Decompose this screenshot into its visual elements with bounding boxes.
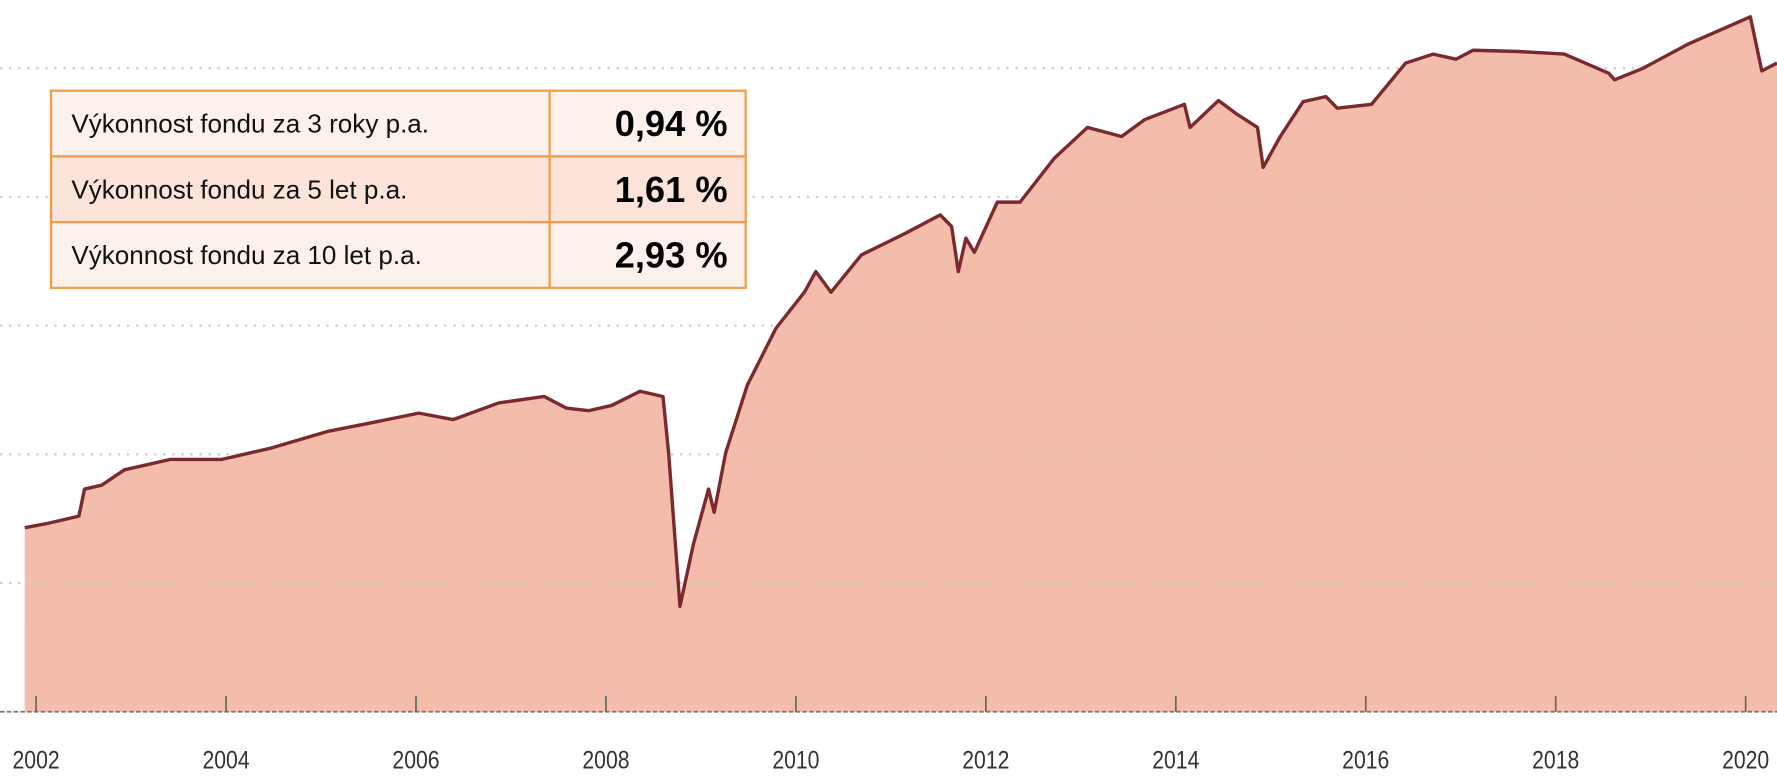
x-tick-label: 2012: [962, 746, 1009, 773]
table-value: 2,93 %: [615, 235, 728, 276]
table-row: [49, 221, 747, 290]
performance-table: Výkonnost fondu za 3 roky p.a. 0,94 % Výko…: [49, 89, 747, 290]
x-tick-label: 2006: [392, 746, 439, 773]
x-tick-label: 2018: [1532, 746, 1579, 773]
x-tick-label: 2002: [13, 746, 60, 773]
table-label: Výkonnost fondu za 3 roky p.a.: [71, 109, 429, 139]
line: [24, 15, 1777, 608]
table-label: Výkonnost fondu za 5 let p.a.: [71, 174, 407, 204]
table-row: [49, 155, 747, 224]
x-tick-label: 2008: [582, 746, 629, 773]
x-tick-label: 2020: [1722, 746, 1769, 773]
x-tick-label: 2014: [1152, 746, 1199, 773]
table-row: [49, 89, 747, 158]
x-tick-label: 2010: [772, 746, 819, 773]
area: [24, 16, 1777, 712]
x-tick-label: 2016: [1342, 746, 1389, 773]
x-tick-label: 2004: [202, 746, 249, 773]
table-value: 1,61 %: [615, 169, 728, 210]
table-label: Výkonnost fondu za 10 let p.a.: [71, 240, 421, 270]
table-value: 0,94 %: [615, 103, 728, 144]
